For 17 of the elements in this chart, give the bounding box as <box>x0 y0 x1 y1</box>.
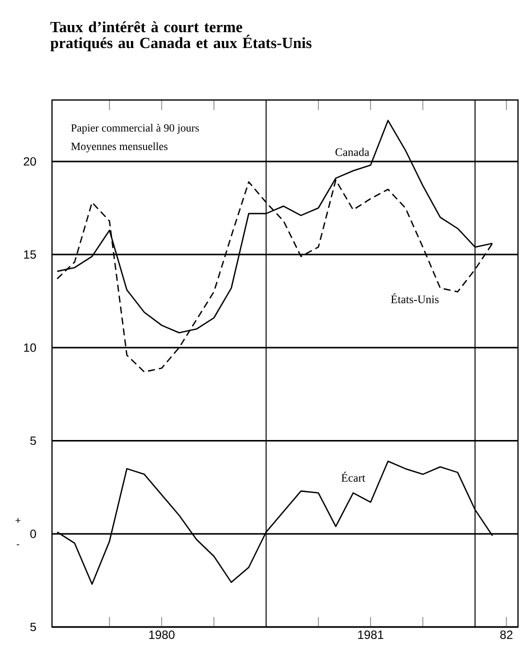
x-tick-label: 1980 <box>149 630 175 639</box>
series-label: Écart <box>341 472 366 482</box>
chart-title: Taux d’intérêt à court terme pratiqués au Canada et aux États-Unis <box>50 21 312 52</box>
series-label: Canada <box>336 148 370 156</box>
text: + <box>16 518 20 523</box>
x-tick-label: 82 <box>500 630 512 639</box>
y-tick-label: 20 <box>24 157 36 166</box>
y-tick-label: 15 <box>24 250 36 259</box>
x-tick-label: 1981 <box>358 630 384 639</box>
annotation: Moyennes mensuelles <box>71 142 168 152</box>
y-tick-label: 0 <box>30 530 36 538</box>
text: - <box>16 544 20 546</box>
y-tick-label: 5 <box>30 436 36 445</box>
series-label: États-Unis <box>391 293 439 304</box>
y-tick-label: 10 <box>24 343 36 352</box>
y-tick-label: 5 <box>30 622 36 632</box>
annotation: Papier commercial à 90 jours <box>71 124 199 134</box>
